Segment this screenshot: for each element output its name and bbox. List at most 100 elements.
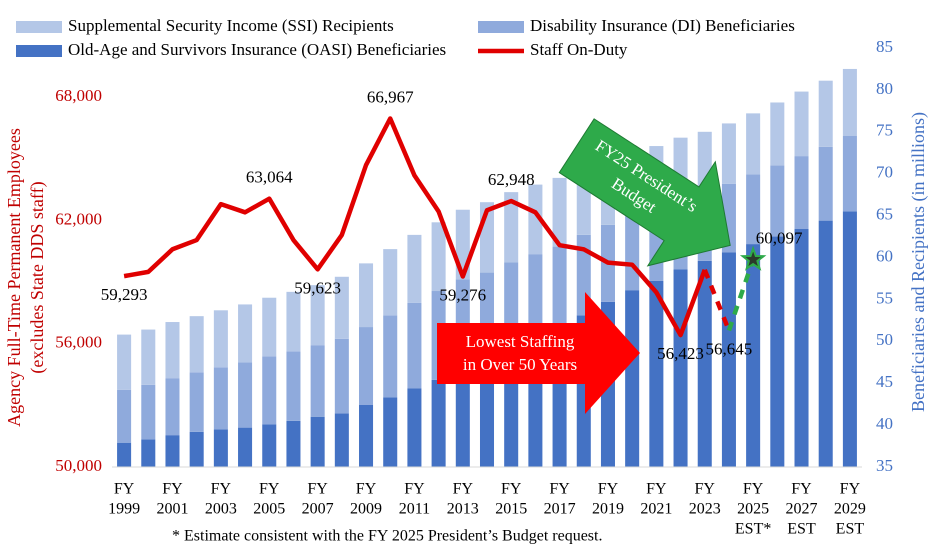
y-axis-title: Agency Full-Time Permanent Employees [4,128,24,427]
bar [770,165,785,237]
bar [673,269,688,467]
data-label: 62,948 [488,170,535,189]
bar [431,379,446,467]
legend-label: Supplemental Security Income (SSI) Recip… [68,16,394,35]
bar [842,68,857,136]
x-tick-label: FY [404,481,425,498]
data-label: 66,967 [367,87,414,106]
legend-swatch [478,21,524,33]
bar [165,378,180,436]
x-tick-label: FY [695,481,716,498]
bar [842,211,857,467]
red-arrow: Lowest Staffing in Over 50 Years [437,292,640,414]
x-tick-label: FY [598,481,619,498]
x-tick-label: 2005 [253,501,285,518]
x-tick-label: 1999 [108,501,140,518]
bar [794,156,809,230]
x-tick-label: FY [501,481,522,498]
dashed-line [726,258,756,332]
star-marker [739,245,767,271]
bar [359,327,374,405]
x-tick-label: FY [211,481,232,498]
bar [625,290,640,467]
y2-tick-label: 85 [876,37,893,56]
x-tick-label: 2021 [640,501,672,518]
bar [286,351,301,421]
x-tick-label: EST [836,521,865,538]
bar [746,113,761,175]
y2-tick-label: 35 [876,456,893,475]
legend-label: Staff On-Duty [530,40,628,59]
y2-tick-label: 65 [876,205,893,224]
bar [117,334,132,390]
y2-tick-label: 55 [876,288,893,307]
annotation: in Over 50 Years [463,355,577,374]
bar [189,316,204,373]
legend-swatch [16,21,62,33]
bar [383,397,398,467]
bar [213,429,228,467]
bar [818,80,833,147]
bar [383,315,398,398]
x-tick-label: FY [743,481,764,498]
bar [334,413,349,467]
x-tick-label: FY [646,481,667,498]
bar [141,329,156,385]
bar [238,362,253,428]
layer: 59,293 63,064 59,623 66,967 59,276 62,948 56,4… [101,87,803,363]
bar [310,285,325,346]
y2-tick-label: 45 [876,372,893,391]
y-tick-label: 56,000 [55,333,102,352]
footnote: * Estimate consistent with the FY 2025 P… [172,528,602,545]
y-tick-label: 50,000 [55,456,102,475]
x-tick-label: FY [259,481,280,498]
line [123,116,707,338]
bar [262,356,277,425]
bar [552,177,567,247]
bar [649,280,664,467]
x-tick-label: FY [162,481,183,498]
bar [286,291,301,352]
data-label: 56,645 [706,339,753,358]
x-tick-label: 2001 [156,501,188,518]
bar [117,442,132,467]
bar [165,322,180,379]
x-tick-label: EST* [735,521,771,538]
bar [697,260,712,467]
bar [794,229,809,467]
bar [455,369,470,467]
x-tick-label: 2007 [302,501,334,518]
bar [238,304,253,363]
bar [310,416,325,467]
bar [141,439,156,467]
bar [746,244,761,467]
bar [528,184,543,255]
bar [262,297,277,357]
x-tick-label: 2027 [786,501,818,518]
bar [528,254,543,338]
bar [504,192,519,263]
x-tick-label: FY [114,481,135,498]
bar [359,404,374,467]
bar [746,174,761,245]
x-tick-label: 2011 [399,501,430,518]
y2-tick-label: 75 [876,121,893,140]
data-label: 60,097 [756,229,803,248]
legend-swatch [16,45,62,57]
data-label: 59,623 [294,278,341,297]
x-tick-label: FY [307,481,328,498]
bar [842,135,857,212]
bar [770,236,785,467]
x-tick-label: 2017 [544,501,576,518]
x-tick-label: 2025 [737,501,769,518]
bar [141,384,156,440]
data-label: 59,293 [101,285,148,304]
data-label: 59,276 [439,285,486,304]
bar [383,249,398,316]
legend-label: Disability Insurance (DI) Beneficiaries [530,16,795,35]
y-axis-title: (excludes State DDS staff) [27,181,48,373]
legend-label: Old-Age and Survivors Insurance (OASI) B… [68,40,446,59]
bar [625,215,640,291]
bar [479,361,495,467]
